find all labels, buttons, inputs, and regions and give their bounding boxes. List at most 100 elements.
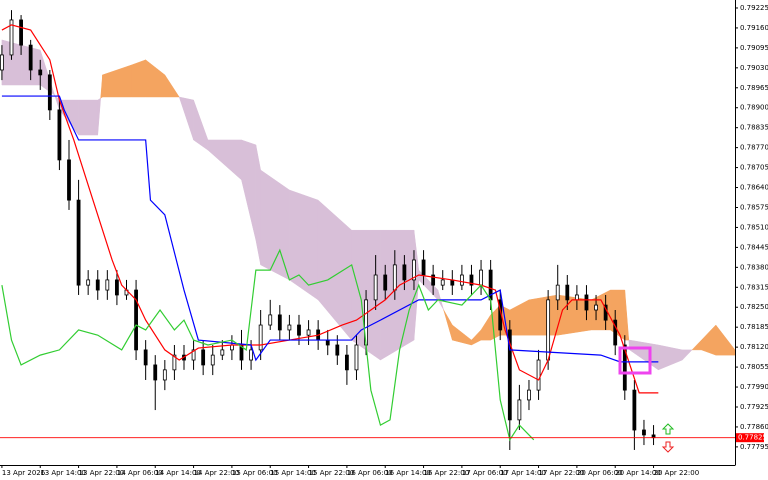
x-tick-label: 13 Apr 2026 [2,469,46,477]
candle-body [354,344,359,371]
y-tick-label: 0.78120 [740,343,768,351]
y-tick-label: 0.78185 [740,323,768,331]
candle-body [594,304,598,311]
candle-body [536,359,541,391]
candle-body [277,314,282,331]
candle-body [76,199,81,286]
candle-body [57,109,62,161]
y-tick-label: 0.77860 [740,423,768,431]
candle-body [421,259,426,276]
x-tick-label: 17 Apr 06:00 [462,469,508,477]
candle-body [642,429,646,436]
cloud-segment [528,294,558,336]
y-tick-label: 0.78705 [740,164,768,172]
x-tick-label: 13 Apr 22:00 [79,469,125,477]
candle-body [632,389,637,431]
x-tick-label: 14 Apr 14:00 [155,469,201,477]
y-tick-label: 0.78055 [740,363,768,371]
y-tick-label: 0.79030 [740,64,768,72]
bid-label-box [736,433,764,443]
candle-body [143,349,148,366]
candle-body [383,274,388,291]
candle-body [258,324,263,351]
candle-body [153,364,158,381]
candle-body [67,159,71,201]
candle-body [440,279,445,286]
candle-body [622,344,627,391]
cloud-segment [97,97,101,136]
candle-body [574,294,579,301]
candle-body [268,314,273,326]
y-tick-label: 0.77990 [740,383,768,391]
x-tick-label: 15 Apr 22:00 [309,469,355,477]
y-tick-label: 0.78575 [740,203,768,211]
x-tick-label: 14 Apr 06:00 [117,469,163,477]
candle-body [527,389,531,401]
y-tick-label: 0.78250 [740,303,768,311]
candle-body [402,264,407,281]
cloud-segment [78,99,98,136]
y-tick-label: 0.78640 [740,184,768,192]
y-tick-label: 0.78900 [740,104,768,112]
candle-body [95,279,100,291]
y-tick-label: 0.78770 [740,144,768,152]
y-tick-label: 0.78445 [740,243,768,251]
candle-body [249,349,253,361]
candle-body [517,399,522,421]
candle-body [172,354,177,371]
candle-body [613,319,618,346]
y-tick-label: 0.79160 [740,24,768,32]
indicator-line [1,248,535,442]
candle-body [210,354,215,366]
x-tick-label: 15 Apr 06:00 [232,469,278,477]
y-tick-label: 0.79225 [740,4,768,12]
candle-body [344,354,349,371]
candle-body [392,264,397,291]
x-tick-label: 20 Apr 06:00 [577,469,623,477]
candle-body [412,259,416,281]
indicator-line [1,24,659,394]
candle-body [191,349,196,361]
candle-body [19,19,23,46]
candle-body [86,279,91,286]
candle-body [28,44,33,71]
y-tick-label: 0.78965 [740,84,768,92]
candle-body [565,284,570,301]
bid-label: 0.77825 [738,434,767,442]
candle-body [47,74,52,111]
cloud-segment [164,74,180,98]
cloud-segment [682,349,693,361]
indicator-line [1,95,659,363]
candle-body [469,274,474,286]
candle-body [287,324,292,331]
candle-body [546,299,551,361]
x-tick-label: 13 Apr 14:00 [40,469,86,477]
x-tick-label: 17 Apr 14:00 [500,469,546,477]
candle-body [651,434,656,439]
candle-body [306,329,311,336]
cloud-segment [624,290,630,341]
candle-body [38,69,43,76]
candle-body [479,269,483,286]
candle-body [0,54,4,71]
x-tick-label: 20 Apr 14:00 [615,469,661,477]
y-tick-label: 0.77795 [740,443,768,451]
x-tick-label: 16 Apr 14:00 [385,469,431,477]
x-tick-label: 17 Apr 22:00 [539,469,585,477]
candle-body [431,274,436,286]
y-tick-label: 0.78835 [740,124,768,132]
candle-body [115,279,119,296]
candle-body [134,289,138,351]
candle-body [584,294,589,311]
candle-body [162,369,167,381]
plot-layer [0,10,736,450]
y-tick-label: 0.77925 [740,403,768,411]
candle-body [9,19,14,56]
candle-body [555,284,560,301]
x-tick-label: 20 Apr 22:00 [654,469,700,477]
y-tick-label: 0.78510 [740,223,768,231]
cloud-segment [131,59,146,98]
candle-body [220,349,225,356]
